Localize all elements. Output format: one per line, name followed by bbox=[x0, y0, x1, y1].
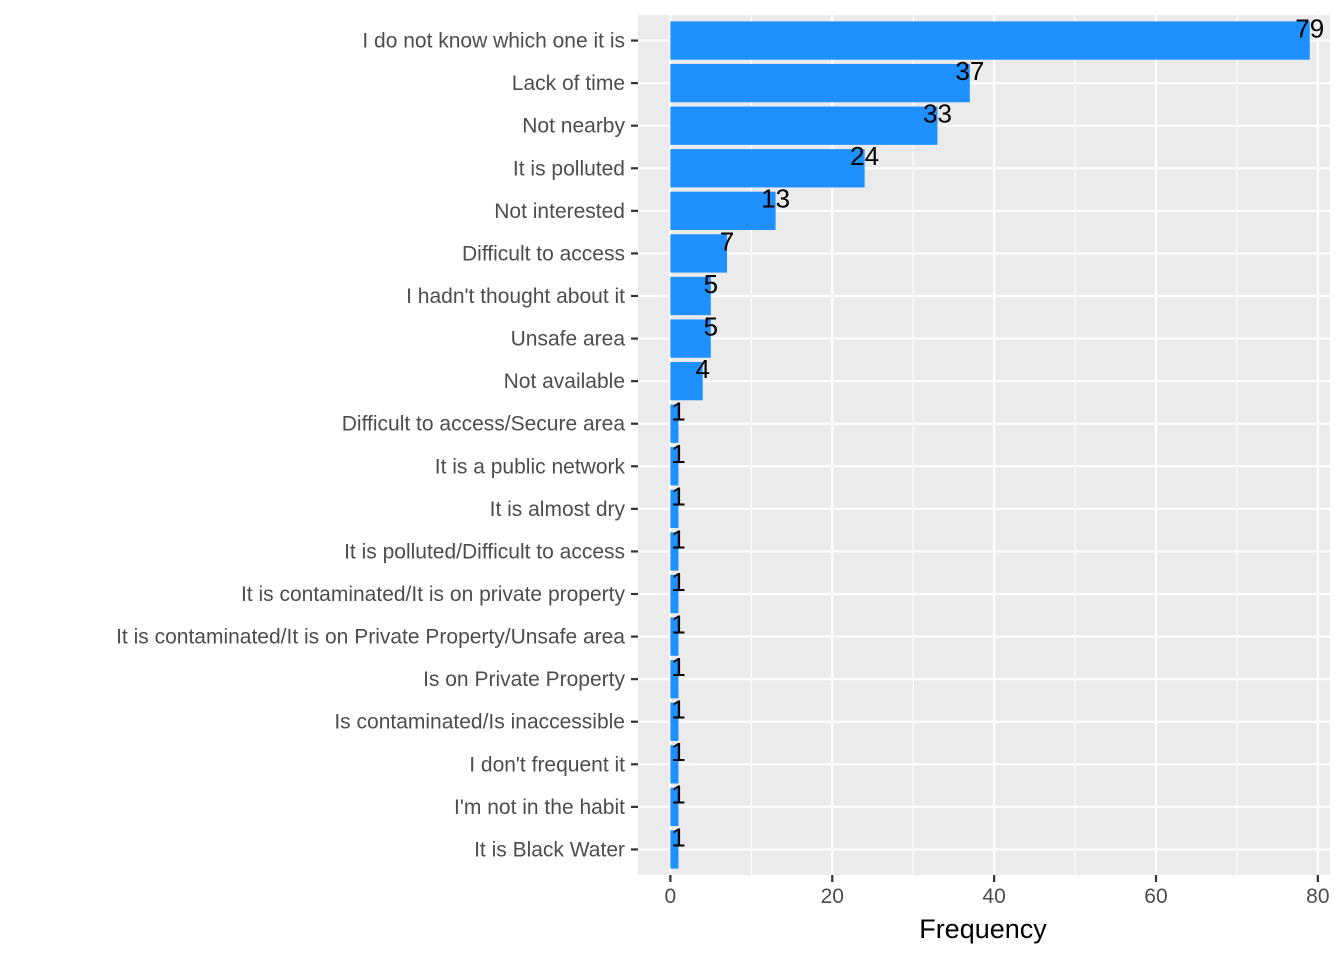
x-tick-label: 0 bbox=[665, 885, 677, 908]
bar bbox=[670, 617, 679, 656]
bar-value-label: 5 bbox=[704, 311, 718, 341]
bar bbox=[670, 319, 711, 358]
y-tick-label: Is contaminated/Is inaccessible bbox=[334, 711, 625, 734]
bar bbox=[670, 532, 679, 571]
x-axis: 0 20 40 60 80 bbox=[665, 875, 1330, 908]
bar bbox=[670, 149, 865, 188]
bar bbox=[670, 574, 679, 614]
y-axis: I do not know which one it is Lack of tim… bbox=[116, 30, 638, 861]
bar bbox=[670, 63, 970, 103]
bar-value-label: 33 bbox=[923, 99, 952, 129]
x-axis-title: Frequency bbox=[919, 914, 1047, 944]
bar-value-label: 1 bbox=[671, 780, 685, 810]
bar bbox=[670, 660, 679, 699]
y-tick-label: Unsafe area bbox=[511, 328, 626, 351]
bar bbox=[670, 21, 1310, 60]
y-tick-label: I'm not in the habit bbox=[454, 796, 625, 819]
bar-value-label: 1 bbox=[671, 737, 685, 767]
bar-value-label: 1 bbox=[671, 652, 685, 682]
x-tick-label: 20 bbox=[821, 885, 844, 908]
y-tick-label: It is contaminated/It is on Private Prop… bbox=[116, 626, 625, 649]
bar bbox=[670, 447, 679, 486]
bar-value-label: 37 bbox=[955, 56, 984, 86]
bar bbox=[670, 276, 711, 316]
y-tick-label: It is almost dry bbox=[490, 498, 626, 521]
bar-value-label: 5 bbox=[704, 269, 718, 299]
bars bbox=[670, 21, 1310, 869]
bar bbox=[670, 489, 679, 529]
y-tick-label: Difficult to access bbox=[462, 242, 625, 265]
y-tick-label: Not available bbox=[504, 370, 625, 393]
bar-value-label: 4 bbox=[696, 354, 710, 384]
y-tick-label: It is Black Water bbox=[474, 838, 625, 861]
y-tick-label: I do not know which one it is bbox=[362, 30, 625, 53]
bar-value-label: 79 bbox=[1295, 13, 1324, 43]
bar bbox=[670, 234, 728, 273]
y-tick-label: Not interested bbox=[494, 200, 625, 223]
bar-value-label: 1 bbox=[671, 822, 685, 852]
bar bbox=[670, 745, 679, 784]
y-tick-label: I don't frequent it bbox=[469, 753, 625, 776]
y-tick-label: Difficult to access/Secure area bbox=[342, 413, 626, 436]
bar-value-label: 1 bbox=[671, 567, 685, 597]
bar bbox=[670, 361, 703, 401]
bar bbox=[670, 106, 938, 145]
x-tick-label: 80 bbox=[1306, 885, 1329, 908]
y-tick-label: It is contaminated/It is on private prop… bbox=[241, 583, 626, 606]
y-tick-label: It is a public network bbox=[435, 455, 626, 478]
bar-value-label: 1 bbox=[671, 439, 685, 469]
y-tick-label: Lack of time bbox=[512, 72, 625, 95]
y-tick-label: Is on Private Property bbox=[423, 668, 625, 691]
x-tick-label: 60 bbox=[1144, 885, 1167, 908]
bar-value-label: 1 bbox=[671, 482, 685, 512]
y-tick-label: Not nearby bbox=[522, 115, 625, 138]
bar bbox=[670, 191, 776, 230]
x-tick-label: 40 bbox=[982, 885, 1005, 908]
y-tick-label: It is polluted/Difficult to access bbox=[344, 540, 625, 563]
bar bbox=[670, 787, 679, 827]
y-tick-label: I hadn't thought about it bbox=[406, 285, 625, 308]
bar-value-label: 13 bbox=[761, 184, 790, 214]
bar bbox=[670, 702, 679, 741]
y-tick-label: It is polluted bbox=[513, 157, 625, 180]
bar-value-label: 1 bbox=[671, 609, 685, 639]
bar-value-label: 24 bbox=[850, 141, 879, 171]
bar bbox=[670, 404, 679, 443]
bar-value-label: 7 bbox=[720, 226, 734, 256]
bar-value-label: 1 bbox=[671, 524, 685, 554]
bar-value-label: 1 bbox=[671, 397, 685, 427]
bar-value-label: 1 bbox=[671, 695, 685, 725]
bar bbox=[670, 830, 679, 869]
